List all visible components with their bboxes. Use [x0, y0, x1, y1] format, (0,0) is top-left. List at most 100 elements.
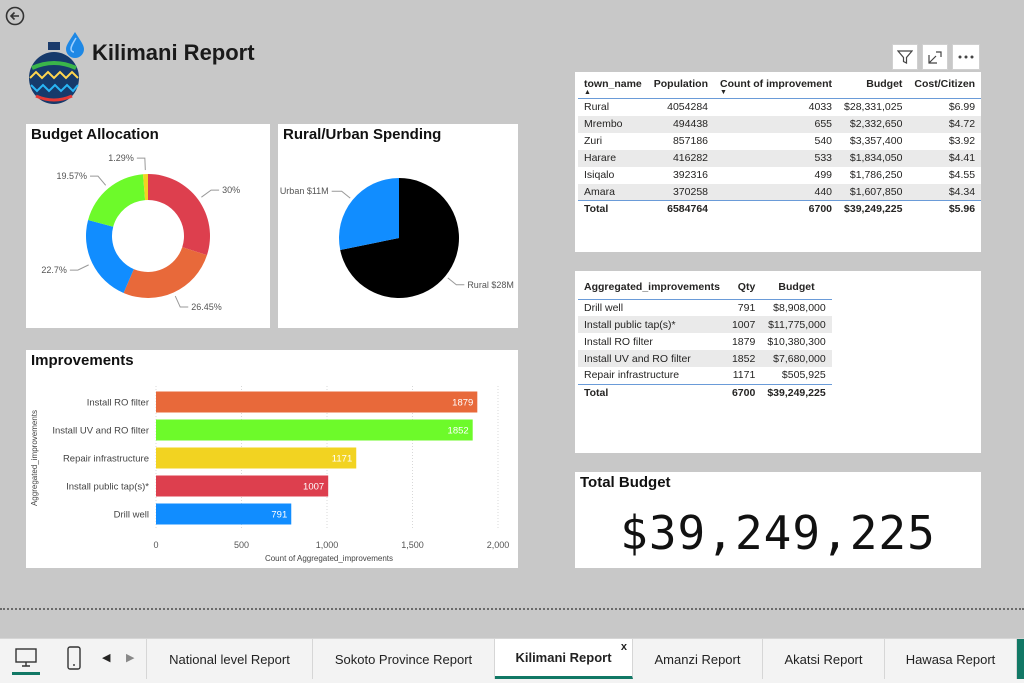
rural-urban-card[interactable]: Rural/Urban Spending Rural $28M Urban $11…: [278, 124, 518, 328]
pie-slice-label: Rural $28M: [467, 280, 514, 290]
bar: [156, 475, 329, 497]
rural-urban-title: Rural/Urban Spending: [283, 126, 442, 143]
budget-allocation-donut: 30% 26.45% 22.7% 19.57% 1.29%: [41, 153, 240, 312]
agg-table-header-qty[interactable]: Qty: [725, 275, 762, 300]
table-cell: $4.41: [908, 149, 982, 167]
town-table-card[interactable]: town_name ▲ Population Count of improveme…: [575, 72, 982, 252]
mobile-layout-button[interactable]: [64, 645, 84, 675]
table-cell: 370258: [647, 183, 715, 201]
town-table-header-population[interactable]: Population: [647, 76, 715, 99]
table-cell: $10,380,300: [767, 335, 826, 348]
table-cell: Rural: [584, 101, 610, 114]
tab-bar-accent: [1017, 639, 1024, 679]
town-table-header-count[interactable]: Count of improvement ▼: [714, 76, 839, 99]
bar-value-label: 1852: [448, 426, 469, 437]
donut-leader-line: [201, 189, 220, 198]
table-cell: 4033: [808, 101, 833, 114]
table-row: Rural 4054284 4033 $28,331,025 $6.99: [578, 99, 981, 116]
improvements-card[interactable]: Improvements 1879 1852 1171 1007 791 Install…: [26, 350, 518, 568]
table-cell: 533: [714, 149, 839, 167]
x-tick-label: 1,000: [316, 540, 339, 550]
donut-slice: [148, 174, 211, 256]
total-budget-card[interactable]: Total Budget $39,249,225: [575, 472, 981, 568]
bar-category-label: Drill well: [114, 510, 149, 521]
pie-leader-line: [447, 277, 465, 286]
bar: [156, 419, 473, 441]
donut-slice-label: 19.57%: [56, 171, 87, 181]
tab-akatsi-report[interactable]: Akatsi Report: [763, 639, 885, 679]
table-cell: $28,331,025: [844, 101, 903, 114]
pie-leader-line: [331, 190, 351, 199]
table-cell: 392316: [672, 169, 709, 181]
table-cell: 4054284: [667, 101, 709, 114]
donut-leader-line: [90, 175, 107, 186]
improvements-bar-chart: 1879 1852 1171 1007 791 Install RO filter Ins…: [30, 386, 510, 563]
scroll-tabs-right-icon[interactable]: ▶: [126, 652, 135, 664]
table-row: Mrembo 494438 655 $2,332,650 $4.72: [578, 115, 982, 133]
bar-category-label: Install RO filter: [87, 398, 149, 409]
water-drop-logo: [29, 32, 84, 104]
town-table-header-cost[interactable]: Cost/Citizen: [908, 76, 982, 99]
tab-kilimani-report[interactable]: Kilimani Report x: [495, 639, 633, 679]
table-cell: Drill well: [584, 301, 624, 314]
x-tick-label: 2,000: [487, 540, 510, 550]
donut-leader-line: [174, 295, 189, 308]
back-arrow-icon[interactable]: [5, 6, 25, 26]
filter-icon[interactable]: [892, 44, 918, 70]
table-cell: 1007: [725, 316, 762, 333]
bar-value-label: 791: [271, 510, 287, 521]
table-cell: $11,775,000: [761, 316, 832, 333]
table-cell: Mrembo: [578, 115, 648, 133]
table-cell: $3.92: [948, 135, 976, 147]
donut-slice-label: 26.45%: [191, 302, 222, 312]
agg-table-header-budget[interactable]: Budget: [761, 275, 832, 300]
desktop-layout-button[interactable]: [12, 645, 40, 675]
table-cell: $39,249,225: [761, 383, 832, 401]
close-tab-icon[interactable]: x: [620, 641, 627, 653]
tab-sokoto-province-report[interactable]: Sokoto Province Report: [313, 639, 495, 679]
table-cell: Amara: [578, 183, 648, 201]
x-tick-label: 500: [234, 540, 249, 550]
town-table-header-town[interactable]: town_name ▲: [578, 76, 648, 99]
table-cell: 1171: [732, 369, 756, 382]
table-cell: $7,680,000: [761, 350, 832, 367]
bar: [156, 503, 292, 525]
donut-slice: [88, 174, 146, 227]
more-options-icon[interactable]: [952, 44, 980, 70]
tab-amanzi-report[interactable]: Amanzi Report: [633, 639, 763, 679]
donut-slice: [86, 220, 134, 293]
table-cell: Zuri: [584, 135, 603, 147]
agg-table-header-improvement[interactable]: Aggregated_improvements: [578, 275, 726, 300]
bar-category-label: Install public tap(s)*: [66, 482, 149, 493]
tab-national-level-report[interactable]: National level Report: [146, 639, 313, 679]
table-cell: 440: [714, 183, 839, 201]
bar-category-label: Repair infrastructure: [63, 454, 149, 465]
table-cell: Isiqalo: [584, 169, 615, 181]
table-cell: Harare: [578, 149, 648, 167]
mobile-icon: [67, 646, 81, 670]
bar: [156, 447, 357, 469]
sort-ascending-icon: ▲: [584, 89, 591, 96]
town-table: town_name ▲ Population Count of improveme…: [578, 76, 982, 218]
table-cell: 6584764: [647, 200, 715, 218]
table-row: Install UV and RO filter 1852 $7,680,000: [578, 350, 832, 367]
table-cell: $4.72: [908, 115, 982, 133]
rural-urban-pie: Rural $28M Urban $11M: [280, 178, 514, 298]
pie-slice: [339, 178, 399, 251]
page-tab-bar: ◀ ▶ National level Report Sokoto Provinc…: [0, 638, 1024, 683]
improvements-title: Improvements: [31, 352, 134, 369]
bar: [156, 391, 478, 413]
table-cell: $6.99: [948, 101, 976, 114]
focus-mode-icon[interactable]: [922, 44, 948, 70]
donut-slice-label: 1.29%: [108, 153, 134, 163]
tab-hawasa-report[interactable]: Hawasa Report: [885, 639, 1017, 679]
budget-allocation-card[interactable]: Budget Allocation 30% 26.45% 22.7% 19.57% 1.…: [26, 124, 270, 328]
table-cell: Total: [578, 200, 648, 218]
scroll-tabs-left-icon[interactable]: ◀: [102, 652, 111, 664]
town-table-header-budget[interactable]: Budget: [838, 76, 909, 99]
table-cell: 857186: [672, 135, 709, 147]
table-row: Install RO filter 1879 $10,380,300: [578, 333, 832, 350]
aggregated-table-card[interactable]: Aggregated_improvements Qty Budget Drill…: [575, 271, 981, 453]
table-cell: 655: [714, 115, 839, 133]
table-cell: $4.34: [908, 183, 982, 201]
